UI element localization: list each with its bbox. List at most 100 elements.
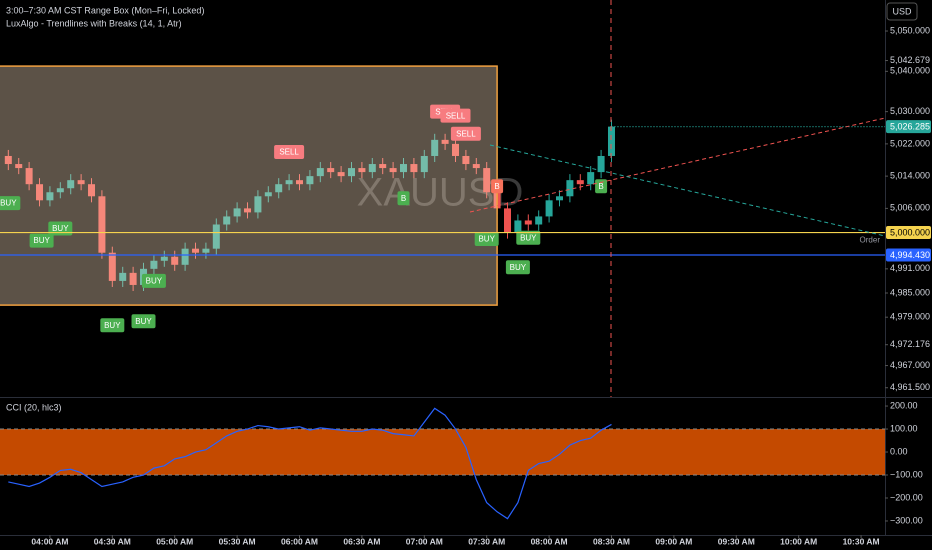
candle-body	[15, 164, 23, 169]
candle-body	[212, 224, 220, 249]
candle-body	[524, 220, 532, 225]
candle-body	[129, 272, 137, 285]
candle-body	[181, 248, 189, 265]
y-tick-label: −200.00	[890, 492, 923, 502]
candle-body	[337, 172, 345, 177]
y-tick-label: 5,042.679	[890, 55, 930, 65]
cci-line	[8, 407, 612, 520]
cci-pane	[0, 407, 885, 520]
candle-body	[306, 176, 314, 185]
y-tick-label: 100.00	[890, 423, 918, 433]
signal-marker	[274, 144, 305, 159]
candle-body	[296, 180, 304, 185]
candle-body	[431, 139, 439, 156]
signal-label: SELL	[456, 129, 476, 138]
candle-body	[368, 164, 376, 173]
candle-body	[420, 155, 428, 173]
candle-body	[56, 188, 64, 193]
candle-body	[316, 168, 324, 177]
currency[interactable]: USD	[892, 6, 912, 16]
candle-body	[67, 180, 75, 189]
candle-body	[223, 216, 231, 225]
y-tick-label: 5,030.000	[890, 106, 930, 116]
candle-body	[254, 196, 262, 213]
candle-body	[4, 155, 12, 165]
candle-body	[472, 164, 480, 169]
candle-body	[171, 256, 179, 265]
signal-marker	[0, 196, 21, 211]
candle-body	[389, 168, 397, 173]
y-tick-label: 4,967.000	[890, 360, 930, 370]
signal-label: SELL	[279, 148, 299, 157]
candle-body	[441, 139, 449, 144]
indicator-label: 3:00–7:30 AM CST Range Box (Mon–Fri, Loc…	[6, 5, 204, 15]
currency-box[interactable]	[886, 2, 918, 21]
x-tick-label: 07:30 AM	[468, 536, 505, 546]
y-tick-label: 5,014.000	[890, 171, 930, 181]
signal-marker	[516, 230, 541, 245]
candle-body	[358, 168, 366, 173]
signal-label: BUY	[52, 224, 69, 233]
trendline	[489, 144, 886, 237]
signal-marker	[131, 314, 156, 329]
y-tick-label: −100.00	[890, 469, 923, 479]
candle-body	[607, 126, 615, 156]
cci-band	[0, 429, 885, 476]
x-tick-label: 04:00 AM	[31, 536, 68, 546]
candle-body	[36, 184, 44, 201]
signal-marker	[397, 191, 410, 206]
x-tick-label: 10:00 AM	[780, 536, 817, 546]
candle-body	[483, 168, 491, 193]
y-tick-label: 4,972.176	[890, 339, 930, 349]
candle-body	[379, 164, 387, 169]
candle-body	[566, 180, 574, 197]
candle-body	[150, 260, 158, 269]
signal-label: BUY	[478, 235, 495, 244]
candle-body	[264, 192, 272, 197]
signal-label: BUY	[104, 321, 121, 330]
candle-body	[576, 180, 584, 185]
candle-body	[545, 200, 553, 217]
y-tick-label: 4,985.000	[890, 287, 930, 297]
x-tick-label: 09:00 AM	[655, 536, 692, 546]
price-level-tag	[886, 120, 931, 134]
price-level-tag	[886, 248, 931, 262]
price-level-tag	[886, 226, 931, 240]
y-tick-label: 4,991.000	[890, 263, 930, 273]
y-tick-label: 4,979.000	[890, 312, 930, 322]
signal-marker	[141, 273, 166, 288]
y-tick-label: 4,961.500	[890, 382, 930, 392]
signal-marker	[450, 126, 481, 141]
price-level-label: 4,994.430	[890, 250, 930, 260]
signal-marker	[440, 108, 471, 123]
x-tick-label: 07:00 AM	[406, 536, 443, 546]
signal-label: B	[401, 194, 406, 203]
candle-body	[275, 184, 283, 193]
signal-label: BUY	[510, 263, 527, 272]
y-tick-label: 5,022.000	[890, 138, 930, 148]
candle-body	[410, 164, 418, 173]
candle-body	[88, 184, 96, 197]
y-tick-label: 0.00	[890, 446, 908, 456]
candle-body	[160, 256, 168, 261]
x-tick-label: 04:30 AM	[94, 536, 131, 546]
annotation: Order	[860, 236, 881, 245]
signal-marker	[100, 318, 125, 333]
candle-body	[462, 155, 470, 165]
x-tick-label: 05:00 AM	[156, 536, 193, 546]
candle-body	[348, 168, 356, 177]
signal-label: B	[494, 182, 499, 191]
candle-body	[77, 180, 85, 185]
price-level-label: 5,000.000	[890, 227, 930, 237]
candle-body	[233, 208, 241, 217]
candle-body	[597, 155, 605, 173]
x-tick-label: 06:30 AM	[343, 536, 380, 546]
candle-body	[327, 168, 335, 173]
candle-body	[587, 172, 595, 185]
indicator-label: LuxAlgo - Trendlines with Breaks (14, 1,…	[6, 18, 182, 28]
signal-label: BUY	[0, 199, 17, 208]
candle-body	[451, 143, 459, 156]
candle-body	[503, 208, 511, 233]
